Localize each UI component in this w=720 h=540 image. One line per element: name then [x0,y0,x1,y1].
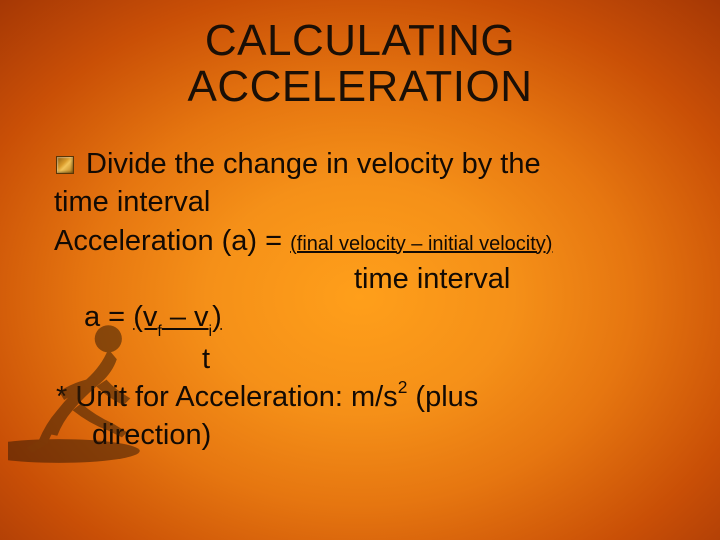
unit-line-1: * Unit for Acceleration: m/s2 (plus [54,379,680,415]
formula2-open: (v [133,301,157,333]
title-line-2: ACCELERATION [187,62,532,111]
unit-sup: 2 [398,377,408,397]
unit-line-2: direction) [54,417,680,453]
unit-post: (plus [407,381,478,413]
title-line-1: CALCULATING [205,16,515,65]
formula-lead: Acceleration (a) = [54,225,290,257]
bullet-text-line-1: Divide the change in velocity by the [86,148,541,180]
slide-body: Divide the change in velocity by the tim… [54,146,680,455]
formula2-underlined: (vf – vi) [133,301,222,333]
formula-denominator: time interval [54,261,680,297]
formula2-denominator: t [54,341,680,377]
formula2-pre: a = [84,301,133,333]
formula2-mid: – v [162,301,209,333]
formula-symbolic: a = (vf – vi) [54,299,680,339]
formula-small-underlined: (final velocity – initial velocity) [290,233,552,255]
formula2-sub-i: i [209,323,213,340]
formula2-sub-f: f [157,323,161,340]
bullet-text-line-2: time interval [54,184,680,220]
formula2-close: ) [212,301,222,333]
slide: CALCULATING ACCELERATION Divide the chan… [0,0,720,540]
unit-pre: * Unit for Acceleration: m/s [56,381,398,413]
slide-title: CALCULATING ACCELERATION [0,18,720,110]
square-bullet-icon [56,156,74,174]
formula-word-line: Acceleration (a) = (final velocity – ini… [54,223,680,259]
bullet-item: Divide the change in velocity by the [54,146,680,182]
